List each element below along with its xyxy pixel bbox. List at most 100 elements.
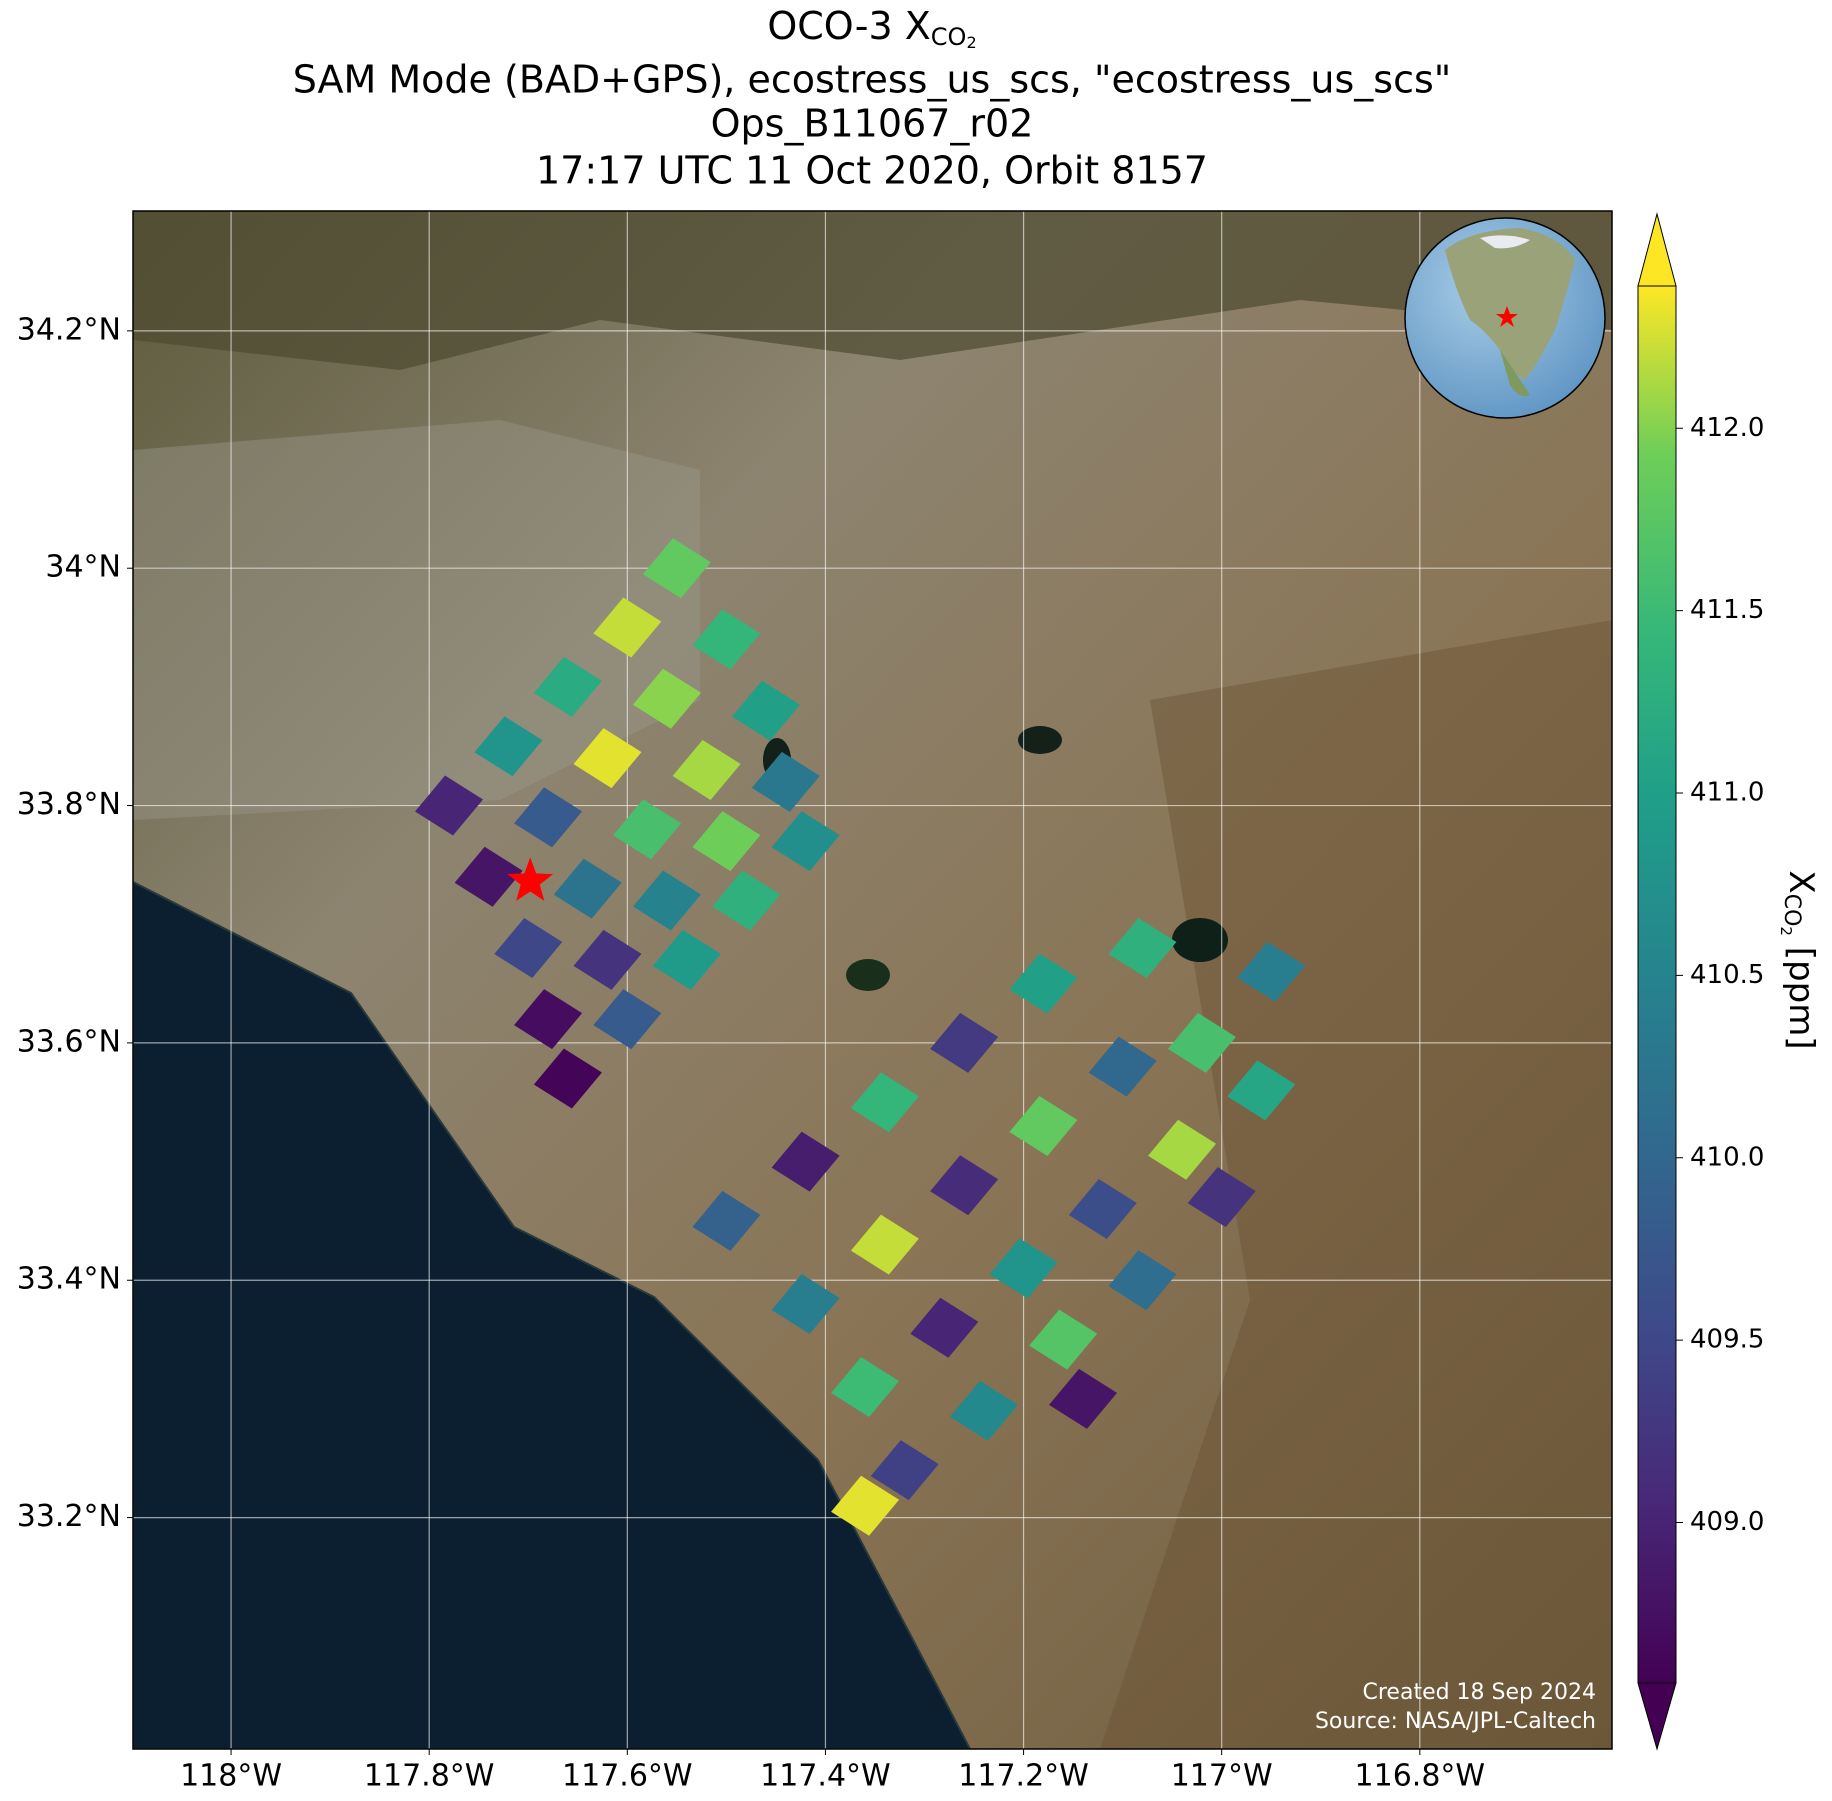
urban xyxy=(133,420,700,820)
lake xyxy=(1018,726,1062,754)
sounding xyxy=(1009,953,1078,1014)
sounding xyxy=(494,917,563,978)
sounding xyxy=(692,609,761,670)
soundings xyxy=(415,538,1306,1536)
sounding xyxy=(771,1131,840,1192)
colorbar-tick-label: 411.0 xyxy=(1690,778,1764,808)
globe-star xyxy=(1496,306,1518,327)
sounding xyxy=(632,668,701,729)
y-tick-label: 33.4°N xyxy=(17,1262,121,1297)
sounding xyxy=(593,597,662,658)
ice xyxy=(1480,235,1530,249)
sounding xyxy=(771,1273,840,1334)
colorbar-tick-label: 409.0 xyxy=(1690,1507,1764,1537)
sounding xyxy=(533,1048,602,1109)
title-subsubscript: 2 xyxy=(966,33,976,52)
ocean xyxy=(133,880,972,1749)
time-line: 17:17 UTC 11 Oct 2020, Orbit 8157 xyxy=(536,149,1208,193)
sounding xyxy=(712,870,781,931)
sounding xyxy=(553,858,622,919)
continent xyxy=(1445,228,1575,380)
plot-frame xyxy=(132,210,1613,1750)
sounding xyxy=(533,656,602,717)
colorbar-label-suffix: [ppm] xyxy=(1782,936,1822,1050)
sounding xyxy=(732,680,801,741)
sounding xyxy=(613,799,682,860)
subtitle: SAM Mode (BAD+GPS), ecostress_us_scs, "e… xyxy=(293,58,1452,102)
target-star xyxy=(507,857,554,901)
grid xyxy=(133,211,1612,1749)
sounding xyxy=(1227,1060,1296,1121)
x-tick-label: 117.8°W xyxy=(364,1759,495,1794)
sounding xyxy=(573,728,642,789)
lake xyxy=(846,959,890,991)
sounding xyxy=(652,929,721,990)
sounding xyxy=(831,1475,900,1536)
colorbar-extend-max xyxy=(1637,212,1677,287)
y-tick-label: 33.2°N xyxy=(17,1499,121,1534)
sounding xyxy=(910,1297,979,1358)
sounding xyxy=(751,751,820,812)
sounding xyxy=(632,870,701,931)
colorbar-tick-label: 411.5 xyxy=(1690,595,1764,625)
sounding xyxy=(514,989,583,1050)
sounding xyxy=(1108,917,1177,978)
colorbar-tick-label: 412.0 xyxy=(1690,413,1764,443)
colorbar-scale xyxy=(1637,285,1677,1684)
x-tick-label: 117.4°W xyxy=(760,1759,891,1794)
sounding xyxy=(1068,1179,1137,1240)
sounding xyxy=(514,787,583,848)
sounding xyxy=(454,846,523,907)
sounding xyxy=(1049,1368,1118,1429)
sounding xyxy=(1009,1095,1078,1156)
colorbar-label-subscript: CO xyxy=(1779,894,1804,927)
sounding xyxy=(1108,1250,1177,1311)
sounding xyxy=(771,811,840,872)
title-subscript: CO xyxy=(931,23,967,51)
x-tick-label: 117.2°W xyxy=(958,1759,1089,1794)
sounding xyxy=(692,811,761,872)
sounding xyxy=(831,1357,900,1418)
colorbar-tick-label: 410.0 xyxy=(1690,1142,1764,1172)
credit-source: Source: NASA/JPL-Caltech xyxy=(1315,1709,1596,1734)
credit-created: Created 18 Sep 2024 xyxy=(1363,1680,1597,1705)
y-tick-label: 34.2°N xyxy=(17,312,121,347)
inset-globe xyxy=(1404,217,1606,419)
x-tick-label: 117.6°W xyxy=(562,1759,693,1794)
sounding xyxy=(1088,1036,1157,1097)
x-tick-label: 116.8°W xyxy=(1355,1759,1486,1794)
title: OCO-3 XCO2 xyxy=(767,4,976,52)
sounding xyxy=(1167,1012,1236,1073)
sounding xyxy=(850,1072,919,1133)
sounding xyxy=(930,1012,999,1073)
sounding xyxy=(672,739,741,800)
sounding xyxy=(930,1155,999,1216)
sounding xyxy=(1237,941,1306,1002)
colorbar-label-subsubscript: 2 xyxy=(1778,926,1796,936)
continent xyxy=(1500,350,1530,397)
sounding xyxy=(692,1190,761,1251)
sounding xyxy=(1029,1309,1098,1370)
y-tick-label: 34°N xyxy=(45,550,121,585)
colorbar-tick-label: 410.5 xyxy=(1690,960,1764,990)
sounding xyxy=(1187,1167,1256,1228)
y-tick-label: 33.6°N xyxy=(17,1024,121,1059)
x-tick-label: 117°W xyxy=(1171,1759,1273,1794)
colorbar xyxy=(1637,212,1677,1751)
colorbar-label: XCO2 [ppm] xyxy=(1778,870,1822,1049)
sounding xyxy=(870,1440,939,1501)
y-tick-label: 33.8°N xyxy=(17,787,121,822)
lake xyxy=(1172,918,1228,962)
colorbar-label-prefix: X xyxy=(1782,870,1822,893)
sounding xyxy=(989,1238,1058,1299)
sounding xyxy=(642,538,711,599)
sounding xyxy=(949,1380,1018,1441)
mountains xyxy=(133,211,1612,370)
colorbar-tick-label: 409.5 xyxy=(1690,1325,1764,1355)
sounding xyxy=(1148,1119,1217,1180)
hills xyxy=(1100,620,1612,1749)
build: Ops_B11067_r02 xyxy=(711,102,1034,146)
